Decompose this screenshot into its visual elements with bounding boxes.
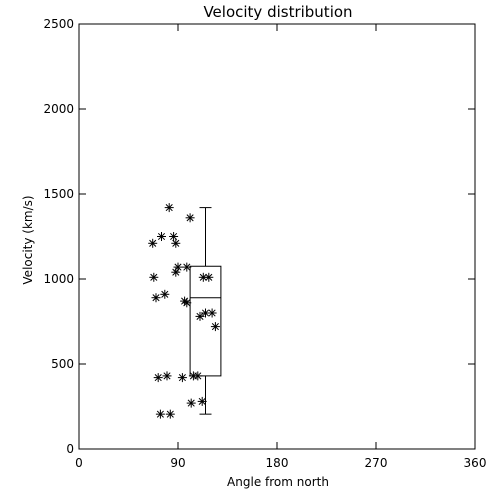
x-tick-label: 0 <box>75 456 83 470</box>
y-tick-label: 2500 <box>43 17 74 31</box>
chart-title: Velocity distribution <box>203 3 352 21</box>
data-point <box>201 308 210 318</box>
data-point <box>162 371 172 381</box>
data-point <box>149 272 159 282</box>
boxplot <box>189 207 222 415</box>
y-tick-label: 1500 <box>43 187 74 201</box>
data-point <box>182 262 192 272</box>
data-point <box>171 267 181 277</box>
data-point <box>165 409 175 419</box>
data-point <box>160 289 170 299</box>
scatter-points <box>148 203 220 419</box>
data-point <box>155 409 165 419</box>
data-point <box>197 396 207 406</box>
y-tick-label: 2000 <box>43 102 74 116</box>
x-tick-label: 180 <box>266 456 289 470</box>
data-point <box>204 272 214 282</box>
data-point <box>157 232 166 241</box>
data-point <box>207 308 217 318</box>
data-point <box>148 238 158 248</box>
data-point <box>164 203 174 213</box>
y-tick-label: 500 <box>51 357 74 371</box>
x-tick-label: 90 <box>170 456 185 470</box>
data-point <box>177 373 187 383</box>
data-point <box>193 371 203 381</box>
x-axis-ticks: 0 90 180 270 360 <box>75 24 486 470</box>
data-point <box>182 298 192 308</box>
x-axis-label: Angle from north <box>227 475 329 489</box>
y-axis-label: Velocity (km/s) <box>21 195 35 284</box>
boxplot-box <box>189 265 222 377</box>
data-point <box>151 293 161 303</box>
x-tick-label: 360 <box>464 456 487 470</box>
data-point <box>186 398 196 408</box>
data-point <box>210 322 220 332</box>
data-point <box>171 238 181 248</box>
plot-frame <box>78 23 476 450</box>
data-point <box>169 232 179 241</box>
x-tick-label: 270 <box>365 456 388 470</box>
y-axis-ticks: 0 500 1000 1500 2000 2500 <box>43 17 475 456</box>
data-point <box>195 311 205 321</box>
data-point <box>185 213 195 223</box>
y-tick-label: 0 <box>66 442 74 456</box>
data-point <box>153 373 163 383</box>
y-tick-label: 1000 <box>43 272 74 286</box>
